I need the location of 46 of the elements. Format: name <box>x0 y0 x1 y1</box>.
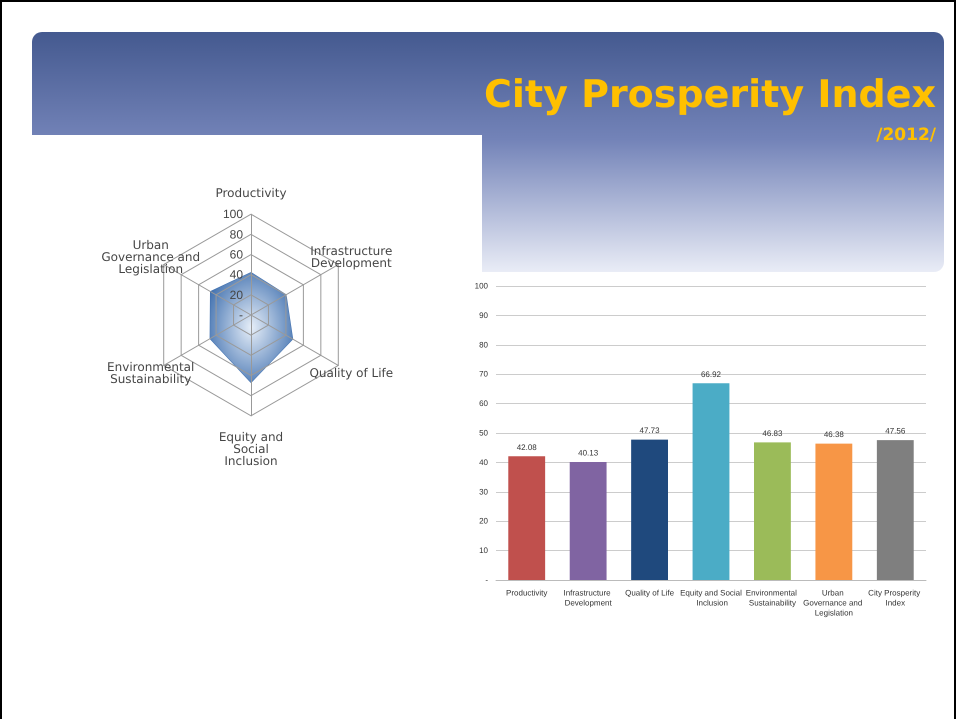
data-label: 40.13 <box>578 448 599 458</box>
data-label: 46.83 <box>762 428 783 438</box>
bar <box>631 440 668 580</box>
spoke-label: Productivity <box>215 186 287 200</box>
spoke-label: Quality of Life <box>309 366 394 380</box>
bar <box>815 444 852 580</box>
x-tick-label: Infrastructure Development <box>563 588 613 608</box>
y-tick-label: 60 <box>479 399 489 408</box>
bar <box>570 462 607 580</box>
y-tick-label: 100 <box>474 282 489 290</box>
y-tick-label: - <box>485 576 488 584</box>
y-tick-label: 90 <box>479 310 489 320</box>
x-tick-label: Productivity <box>506 588 548 598</box>
data-label: 42.08 <box>516 442 538 452</box>
x-tick-label: Environmental Sustainability <box>746 588 800 608</box>
y-tick-label: 20 <box>479 516 489 526</box>
y-tick-label: - <box>239 308 243 322</box>
y-tick-label: 80 <box>230 227 244 242</box>
y-tick-label: 40 <box>230 268 244 282</box>
data-label: 47.56 <box>885 426 906 436</box>
data-label: 47.73 <box>640 426 660 436</box>
y-tick-label: 50 <box>479 428 489 438</box>
spoke-label: Equity and Social Inclusion <box>218 430 284 468</box>
x-tick-label: Equity and Social Inclusion <box>680 588 742 608</box>
bar <box>508 456 546 580</box>
spoke-label: Environmental Sustainability <box>107 360 194 386</box>
x-tick-label: Urban Governance and Legislation <box>803 588 865 618</box>
chart-subtitle: /2012/ <box>876 125 936 145</box>
y-tick-label: 100 <box>222 207 244 222</box>
data-label: 66.92 <box>700 370 722 379</box>
y-tick-label: 30 <box>479 487 489 496</box>
x-tick-label: City Prosperity Index <box>868 588 922 608</box>
bar <box>876 440 914 580</box>
data-label: 46.38 <box>824 430 844 440</box>
y-tick-label: 80 <box>479 340 489 350</box>
y-tick-label: 20 <box>230 288 244 302</box>
y-tick-label: 40 <box>479 458 489 467</box>
y-tick-label: 10 <box>479 546 489 556</box>
bar <box>754 442 791 580</box>
spoke-label: Infrastructure Development <box>310 244 392 270</box>
bar <box>692 383 730 580</box>
spoke-label: Urban Governance and Legislation <box>101 238 200 276</box>
y-tick-label: 60 <box>230 248 244 262</box>
y-tick-label: 70 <box>479 370 489 379</box>
x-tick-label: Quality of Life <box>625 588 675 598</box>
chart-title: City Prosperity Index <box>484 72 936 116</box>
